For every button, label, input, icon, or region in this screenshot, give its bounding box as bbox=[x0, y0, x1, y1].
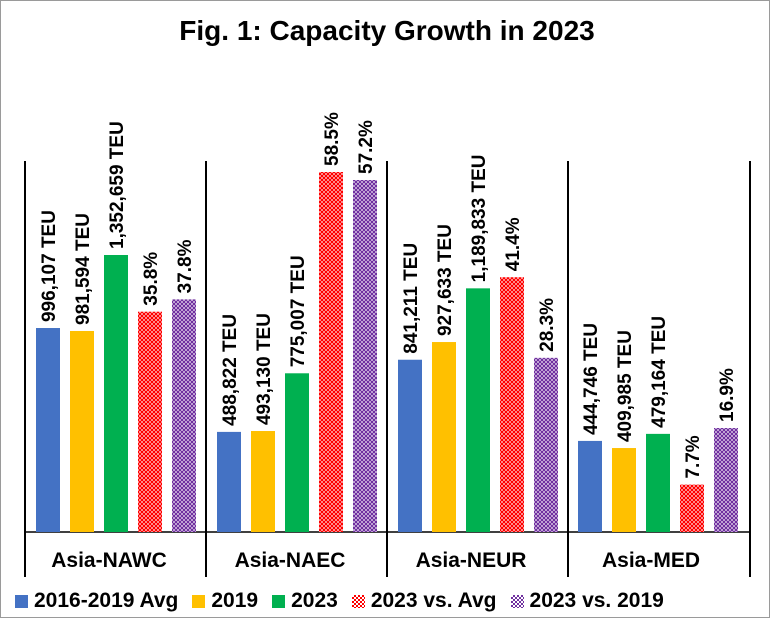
legend: 2016-2019 Avg 2019 2023 2023 vs. Avg 2023 vs… bbox=[15, 586, 664, 616]
data-label: 444,746 TEU bbox=[581, 323, 602, 435]
bar-asia-med-2 bbox=[612, 448, 636, 532]
bar-asia-med-1 bbox=[578, 440, 602, 532]
data-label: 409,985 TEU bbox=[615, 330, 636, 442]
data-label: 41.4% bbox=[503, 217, 524, 271]
bar-asia-neur-2 bbox=[432, 342, 456, 532]
category-label: Asia-NAEC bbox=[235, 549, 346, 572]
data-label: 479,164 TEU bbox=[649, 316, 670, 428]
data-label: 35.8% bbox=[141, 252, 162, 306]
data-label: 1,189,833 TEU bbox=[469, 155, 490, 283]
category-label: Asia-NAWC bbox=[51, 549, 167, 572]
bar-asia-nawc-2 bbox=[70, 330, 94, 532]
bar-chart: 996,107 TEU 981,594 TEU 1,352,659 TEU 35.8%… bbox=[24, 112, 751, 577]
legend-swatch bbox=[192, 594, 206, 608]
legend-label: 2023 vs. Avg bbox=[370, 589, 497, 612]
data-label: 841,211 TEU bbox=[401, 243, 422, 354]
category-label: Asia-NEUR bbox=[416, 549, 527, 572]
data-label: 16.9% bbox=[717, 368, 738, 422]
data-label: 493,130 TEU bbox=[254, 313, 275, 425]
data-label: 7.7% bbox=[683, 435, 704, 478]
bar-asia-nawc-4 bbox=[138, 311, 162, 532]
legend-item: 2023 bbox=[272, 589, 338, 613]
legend-item: 2016-2019 Avg bbox=[15, 589, 178, 613]
bar-asia-nawc-3 bbox=[104, 255, 128, 532]
legend-label: 2023 bbox=[291, 589, 338, 612]
legend-swatch bbox=[15, 594, 28, 608]
bar-asia-neur-5 bbox=[534, 357, 558, 532]
bar-asia-nawc-1 bbox=[36, 328, 60, 532]
legend-item: 2019 bbox=[192, 589, 258, 613]
bar-asia-naec-3 bbox=[285, 373, 309, 532]
data-label: 996,107 TEU bbox=[39, 210, 60, 322]
bar-asia-neur-4 bbox=[500, 277, 524, 532]
legend-swatch bbox=[351, 594, 365, 608]
legend-label: 2016-2019 Avg bbox=[34, 589, 179, 612]
legend-label: 2019 bbox=[211, 589, 259, 612]
chart-title: Fig. 1: Capacity Growth in 2023 bbox=[179, 15, 595, 46]
bar-asia-naec-1 bbox=[217, 431, 241, 532]
bar-asia-naec-5 bbox=[353, 180, 377, 532]
bar-asia-med-5 bbox=[714, 428, 738, 532]
data-label: 58.5% bbox=[322, 112, 343, 166]
data-label: 775,007 TEU bbox=[288, 255, 309, 367]
data-label: 37.8% bbox=[175, 239, 196, 293]
legend-swatch bbox=[272, 594, 286, 608]
legend-label: 2023 vs. 2019 bbox=[529, 589, 664, 612]
data-label: 1,352,659 TEU bbox=[107, 121, 128, 249]
bar-asia-nawc-5 bbox=[172, 299, 196, 532]
bar-asia-naec-4 bbox=[319, 172, 343, 532]
bar-asia-med-4 bbox=[680, 484, 704, 532]
legend-item: 2023 vs. 2019 bbox=[510, 589, 664, 613]
legend-swatch bbox=[510, 594, 524, 608]
bar-asia-naec-2 bbox=[251, 431, 275, 532]
data-label: 28.3% bbox=[537, 298, 558, 352]
data-label: 927,633 TEU bbox=[435, 224, 456, 336]
bar-asia-med-3 bbox=[646, 433, 670, 532]
legend-item: 2023 vs. Avg bbox=[351, 589, 497, 613]
data-label: 981,594 TEU bbox=[73, 213, 94, 325]
category-label: Asia-MED bbox=[602, 549, 700, 572]
data-label: 57.2% bbox=[356, 120, 377, 174]
data-label: 488,822 TEU bbox=[220, 314, 241, 426]
bar-asia-neur-1 bbox=[398, 359, 422, 532]
bar-asia-neur-3 bbox=[466, 288, 490, 532]
